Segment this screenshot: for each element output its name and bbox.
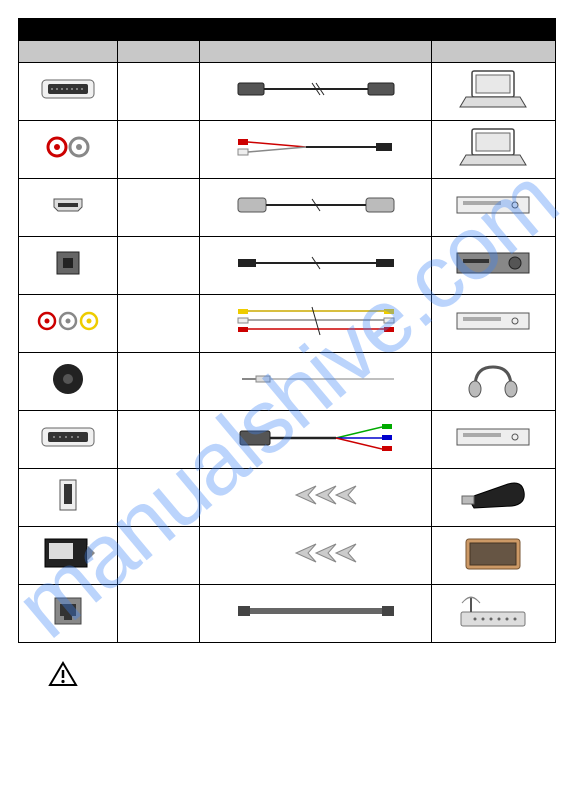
table-row: [19, 527, 556, 585]
connections-table: [18, 40, 556, 643]
rca-av-cable-icon: [236, 324, 396, 341]
laptop-icon: [458, 156, 528, 173]
aux-cable-icon: [236, 376, 396, 393]
dvd-player-icon: [453, 206, 533, 223]
table-row: [19, 585, 556, 643]
table-row: [19, 411, 556, 469]
table-row: [19, 295, 556, 353]
smart-card-icon: [460, 560, 526, 577]
rca-to-jack-cable-icon: [236, 148, 396, 165]
hdmi-port-icon: [48, 204, 88, 221]
router-icon: [453, 619, 533, 636]
table-row: [19, 469, 556, 527]
table-row: [19, 121, 556, 179]
vga-component-cable-icon: [236, 440, 396, 457]
vga-port-icon: [40, 91, 96, 108]
headphone-jack-icon: [50, 384, 86, 401]
share-arrows-icon: [266, 553, 366, 570]
rca-red-white-yellow-icon: [35, 320, 101, 337]
ethernet-cable-icon: [236, 607, 396, 624]
col-header-cable: [200, 41, 431, 63]
ci-slot-icon: [41, 558, 95, 575]
laptop-icon: [458, 98, 528, 115]
table-row: [19, 63, 556, 121]
optical-port-icon: [53, 265, 83, 282]
table-row: [19, 179, 556, 237]
table-row: [19, 353, 556, 411]
optical-cable-icon: [236, 260, 396, 277]
rca-red-white-icon: [43, 147, 93, 164]
vga-cable-icon: [236, 90, 396, 107]
header-black-bar: [18, 18, 556, 40]
lan-port-icon: [51, 615, 85, 632]
vga-port-icon: [40, 439, 96, 456]
dvd-player-icon: [453, 438, 533, 455]
table-row: [19, 237, 556, 295]
dvd-player-icon: [453, 322, 533, 339]
receiver-icon: [453, 266, 533, 283]
db-cable-icon: [236, 206, 396, 223]
warning-triangle-icon: [48, 661, 556, 692]
col-header-connector: [19, 41, 118, 63]
share-arrows-icon: [266, 495, 366, 512]
headphones-icon: [463, 386, 523, 403]
col-header-label: [118, 41, 200, 63]
usb-port-icon: [56, 501, 80, 518]
col-header-device: [431, 41, 555, 63]
usb-stick-icon: [458, 499, 528, 516]
